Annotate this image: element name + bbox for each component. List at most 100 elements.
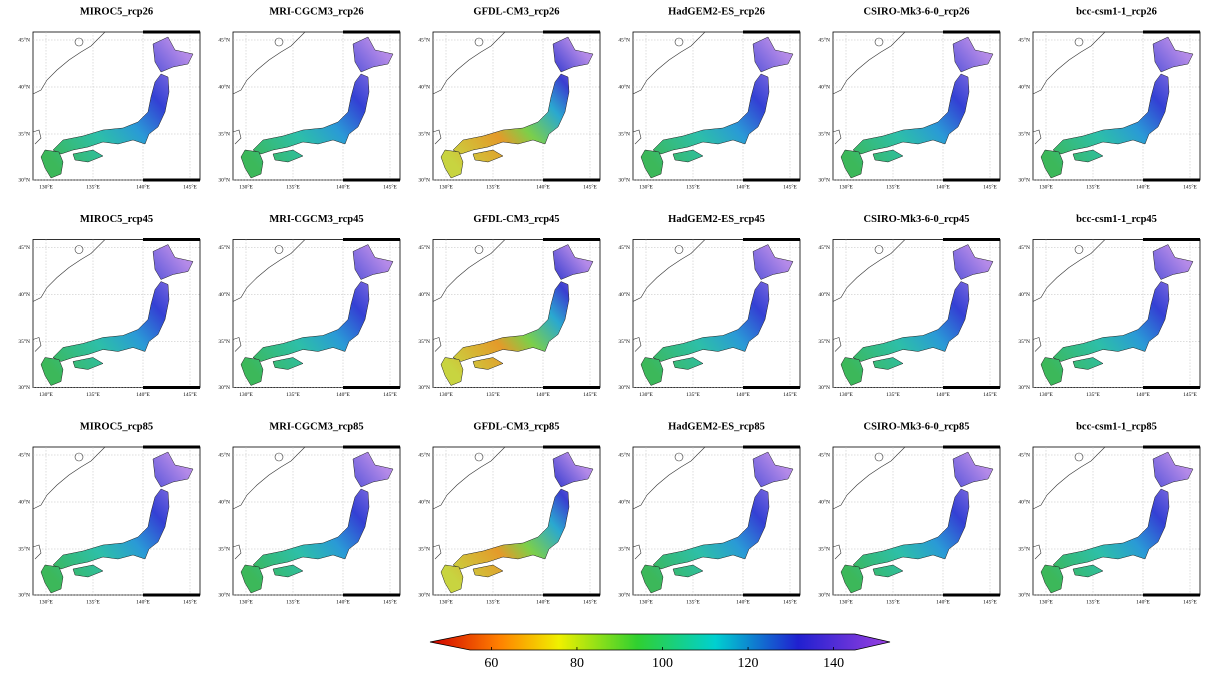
lat-label: 40°N	[218, 291, 230, 298]
lon-label: 135°E	[1086, 391, 1100, 398]
frame-tick-bar	[143, 445, 200, 449]
lat-label: 40°N	[618, 498, 630, 505]
japan-land	[872, 564, 904, 578]
lat-label: 40°N	[18, 498, 30, 505]
japan-land	[352, 244, 394, 280]
frame-tick-bar	[743, 178, 800, 182]
lon-label: 145°E	[783, 183, 797, 190]
lon-label: 135°E	[286, 183, 300, 190]
japan-land	[1072, 149, 1104, 163]
japan-land	[852, 73, 970, 155]
lake	[274, 37, 284, 47]
panel-title: HadGEM2-ES_rcp45	[668, 214, 765, 225]
lat-label: 30°N	[818, 384, 830, 391]
japan-land	[72, 357, 104, 370]
lon-label: 130°E	[639, 598, 653, 605]
colorbar-tick-label: 60	[484, 656, 498, 671]
lon-label: 135°E	[486, 183, 500, 190]
map-panel: HadGEM2-ES_rcp85 45°N 40°N 35°N 30°N 130°E 135…	[618, 421, 801, 605]
lat-label: 35°N	[18, 338, 30, 345]
frame-tick-bar	[143, 593, 200, 597]
lat-label: 35°N	[818, 338, 830, 345]
colorbar-tick-label: 140	[823, 656, 844, 671]
japan-land	[472, 357, 504, 370]
frame-tick-bar	[343, 30, 400, 34]
lon-label: 130°E	[239, 183, 253, 190]
japan-land	[652, 73, 770, 155]
frame-tick-bar	[943, 238, 1000, 241]
lat-label: 35°N	[818, 130, 830, 137]
frame-tick-bar	[743, 386, 800, 389]
japan-land	[472, 564, 504, 578]
coastline	[632, 446, 706, 560]
lat-label: 45°N	[218, 244, 230, 251]
frame-tick-bar	[543, 593, 600, 597]
map-panel: MIROC5_rcp45 45°N 40°N 35°N 30°N 130°E 135°E 14…	[18, 214, 201, 398]
lake	[74, 245, 84, 254]
lat-label: 45°N	[818, 244, 830, 251]
lon-label: 140°E	[336, 183, 350, 190]
japan-land	[840, 149, 864, 179]
frame-tick-bar	[343, 238, 400, 241]
map-panel: CSIRO-Mk3-6-0_rcp85 45°N 40°N 35°N 30°N 130°E…	[818, 421, 1001, 605]
lon-label: 145°E	[383, 183, 397, 190]
map-panel: CSIRO-Mk3-6-0_rcp45 45°N 40°N 35°N 30°N 130°E…	[818, 214, 1001, 398]
lat-label: 30°N	[818, 176, 830, 183]
map-panel: HadGEM2-ES_rcp26 45°N 40°N 35°N 30°N 130°E 135…	[618, 6, 801, 190]
japan-land	[752, 36, 794, 73]
frame-tick-bar	[743, 238, 800, 241]
lat-label: 45°N	[218, 451, 230, 458]
japan-land	[72, 564, 104, 578]
japan-land	[752, 451, 794, 488]
lat-label: 40°N	[418, 498, 430, 505]
coastline	[432, 31, 506, 145]
japan-land	[352, 36, 394, 73]
map-panel: MIROC5_rcp85 45°N 40°N 35°N 30°N 130°E 135°E 14…	[18, 421, 201, 605]
panel-title: MRI-CGCM3_rcp85	[269, 421, 363, 432]
panel-title: MIROC5_rcp85	[80, 421, 153, 432]
coastline	[632, 31, 706, 145]
lat-label: 40°N	[818, 83, 830, 90]
lat-label: 45°N	[618, 451, 630, 458]
lon-label: 135°E	[86, 183, 100, 190]
lat-label: 40°N	[618, 83, 630, 90]
frame-tick-bar	[943, 445, 1000, 449]
japan-land	[752, 244, 794, 280]
coastline	[1032, 239, 1106, 352]
coastline	[232, 239, 306, 352]
coastline	[432, 446, 506, 560]
lon-label: 135°E	[686, 598, 700, 605]
colorbar-tick-label: 120	[738, 656, 759, 671]
japan-land	[672, 149, 704, 163]
frame-tick-bar	[343, 445, 400, 449]
lat-label: 45°N	[818, 36, 830, 43]
japan-land	[440, 564, 464, 594]
japan-land	[640, 357, 664, 386]
panel-title: GFDL-CM3_rcp26	[473, 6, 559, 17]
lat-label: 35°N	[1018, 545, 1030, 552]
lon-label: 140°E	[536, 391, 550, 398]
japan-land	[240, 357, 264, 386]
japan-land	[52, 488, 170, 570]
panel-title: bcc-csm1-1_rcp26	[1076, 6, 1157, 17]
map-panel: bcc-csm1-1_rcp26 45°N 40°N 35°N 30°N 130°E 135…	[1018, 6, 1201, 190]
japan-land	[240, 564, 264, 594]
japan-land	[452, 281, 570, 362]
lat-label: 35°N	[618, 338, 630, 345]
lon-label: 130°E	[1039, 598, 1053, 605]
lon-label: 145°E	[183, 391, 197, 398]
japan-land	[552, 36, 594, 73]
frame-tick-bar	[543, 178, 600, 182]
lat-label: 45°N	[218, 36, 230, 43]
frame-tick-bar	[743, 593, 800, 597]
map-panel: MRI-CGCM3_rcp85 45°N 40°N 35°N 30°N 130°E 135°…	[218, 421, 401, 605]
lat-label: 30°N	[618, 176, 630, 183]
lat-label: 40°N	[818, 498, 830, 505]
lon-label: 145°E	[783, 391, 797, 398]
lon-label: 135°E	[886, 598, 900, 605]
lon-label: 135°E	[86, 598, 100, 605]
lat-label: 30°N	[218, 176, 230, 183]
frame-tick-bar	[543, 238, 600, 241]
lat-label: 45°N	[618, 244, 630, 251]
